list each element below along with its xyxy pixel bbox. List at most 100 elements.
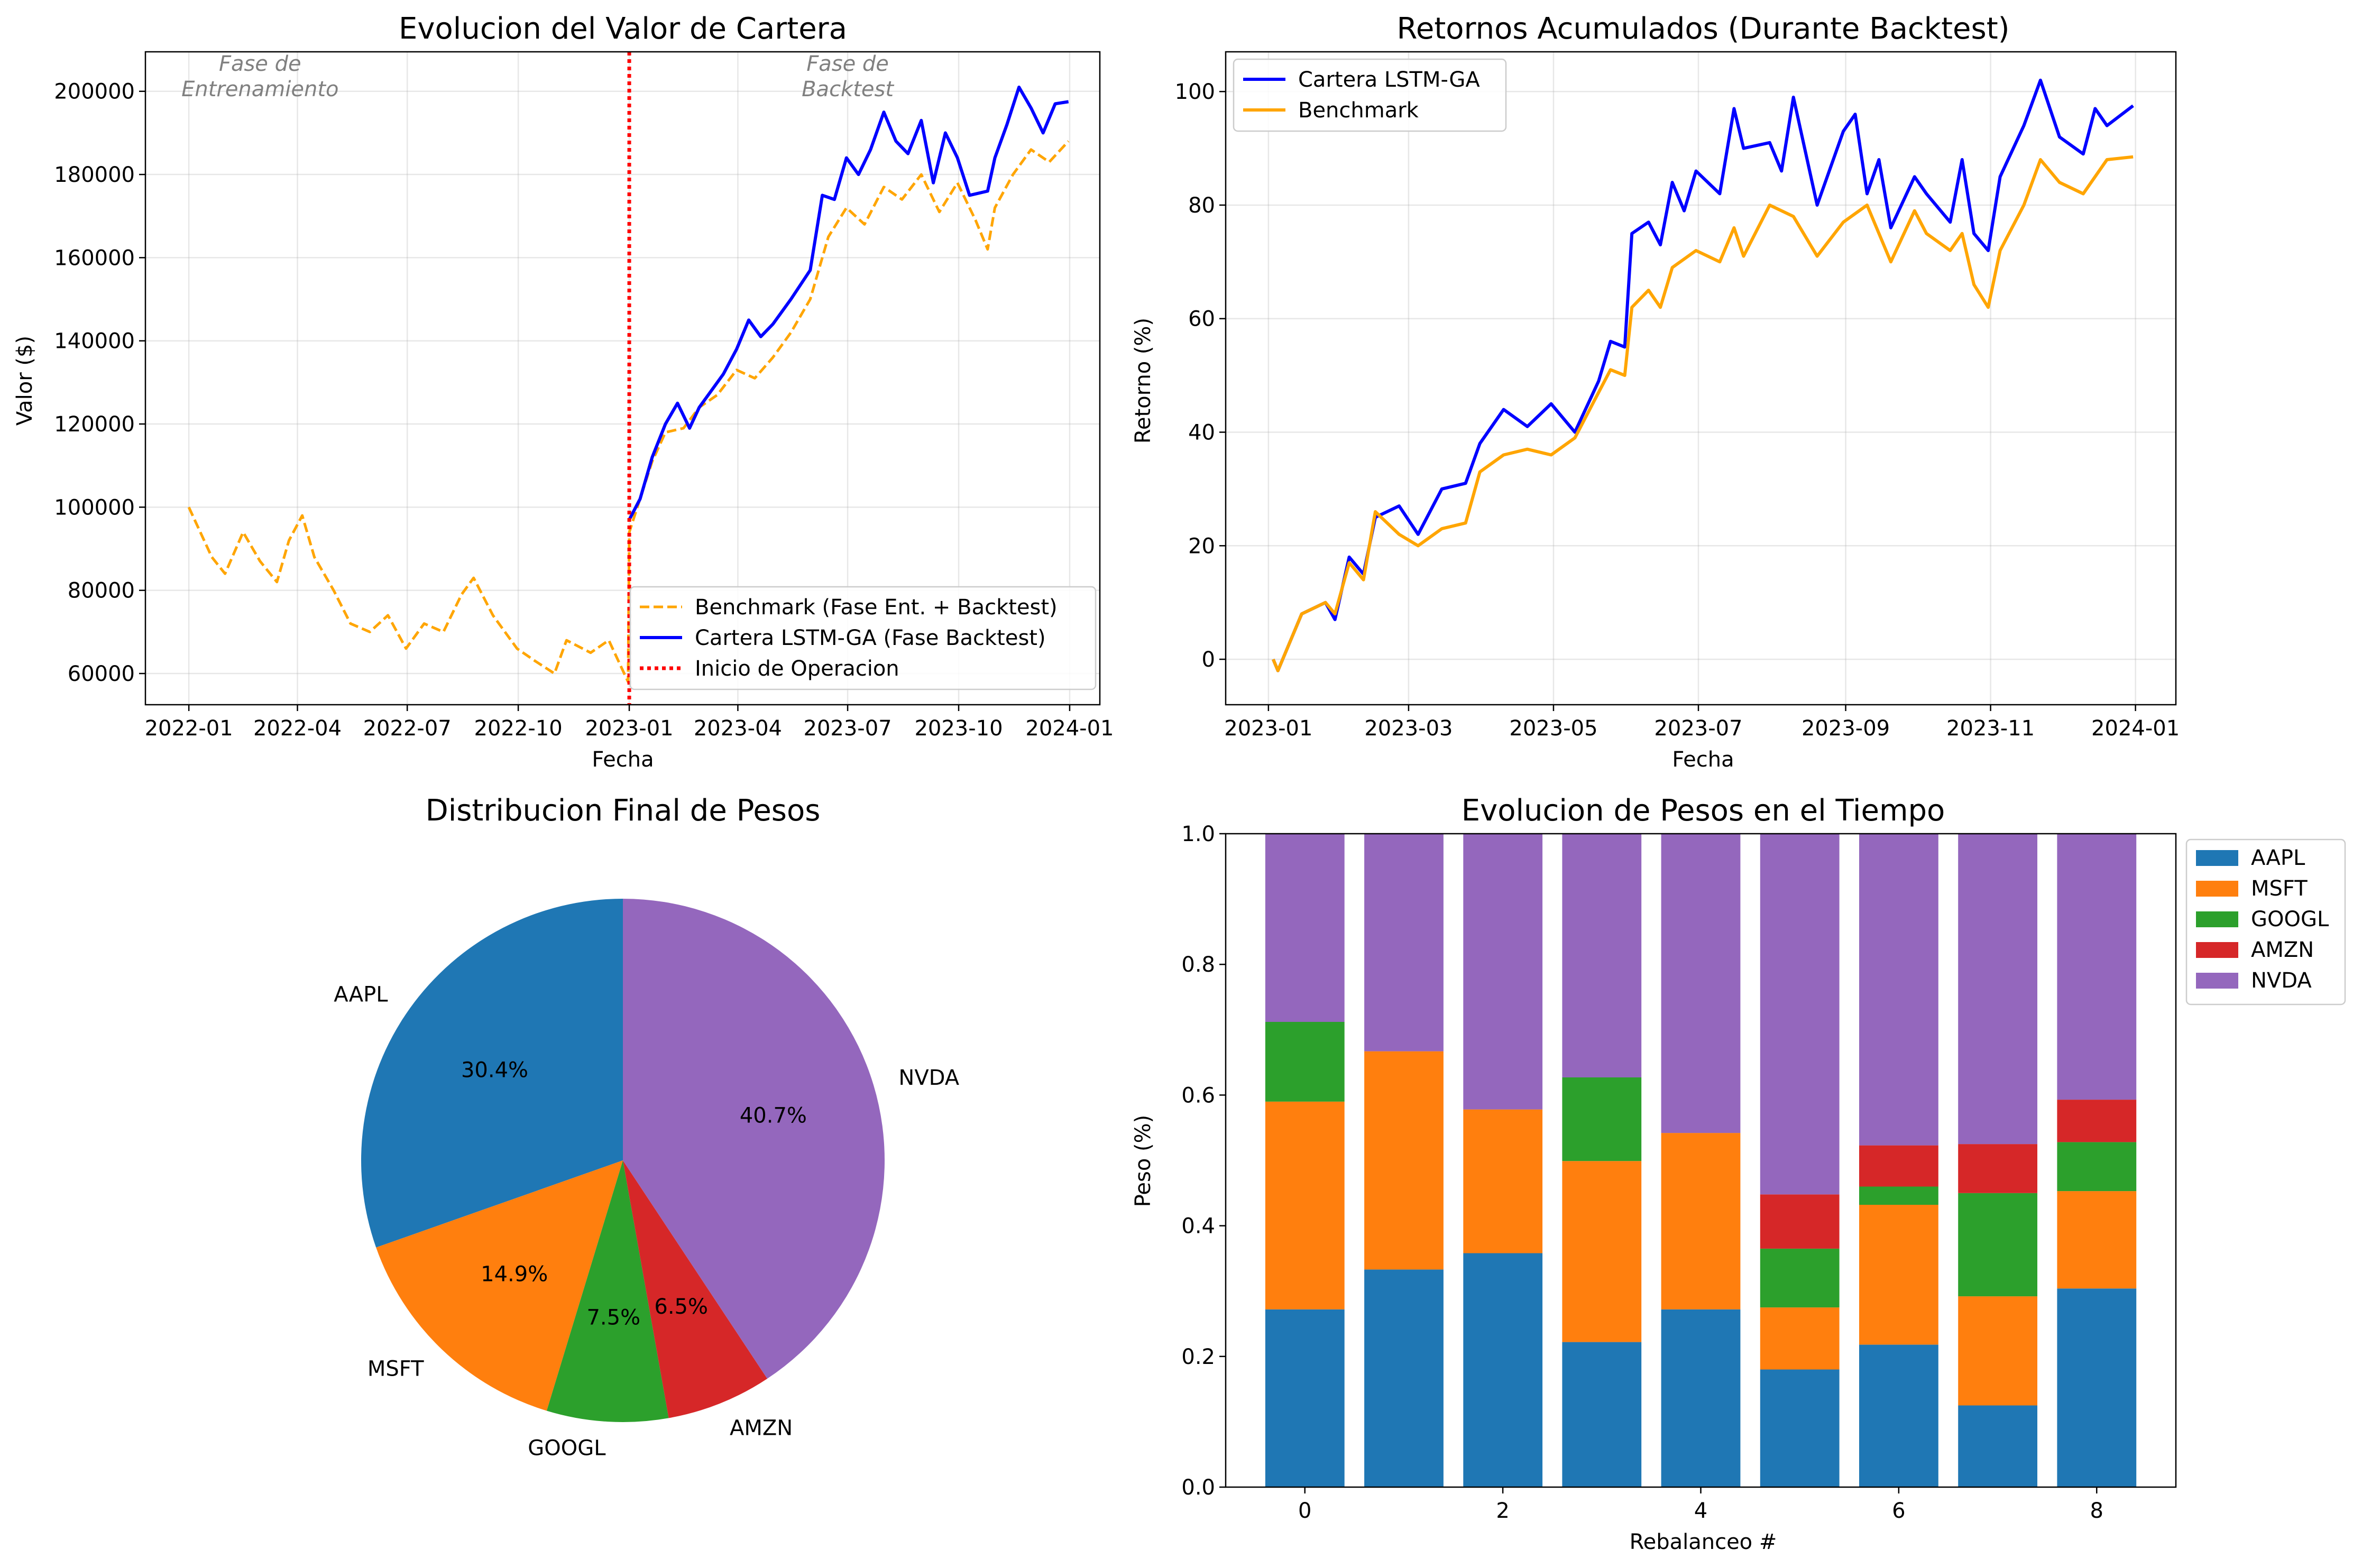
- bar-segment-msft: [1463, 1109, 1543, 1253]
- p1-series-line-cartera-lstm-ga-fase-backtest-: [628, 85, 1069, 521]
- p1-xtick-label: 2023-01: [585, 716, 673, 741]
- bar-segment-aapl: [1364, 1269, 1444, 1487]
- bar-segment-msft: [1364, 1051, 1444, 1270]
- bar-segment-amzn: [1958, 1144, 2037, 1193]
- p4-legend-swatch: [2196, 942, 2238, 958]
- bar-segment-nvda: [1364, 834, 1444, 1052]
- bar-segment-aapl: [1562, 1342, 1642, 1487]
- p4-frame: [1225, 833, 2177, 1488]
- bar-segment-aapl: [2057, 1288, 2137, 1487]
- p4-xtick-label: 0: [1298, 1499, 1311, 1523]
- bar-segment-nvda: [2057, 834, 2137, 1100]
- p1-xtick-label: 2024-01: [1025, 716, 1114, 741]
- p2-series-line-benchmark: [1272, 155, 2134, 672]
- bar-segment-msft: [1661, 1133, 1741, 1309]
- bar-segment-aapl: [1661, 1309, 1741, 1487]
- p2-ytick-label: 0: [1202, 648, 1215, 672]
- p2-title: Retornos Acumulados (Durante Backtest): [1397, 12, 2010, 46]
- bar-segment-nvda: [1958, 834, 2037, 1145]
- pie-pct-msft: 14.9%: [481, 1262, 548, 1287]
- p1-ytick-label: 180000: [54, 163, 135, 187]
- bar-segment-msft: [1265, 1101, 1345, 1309]
- p2-xtick-label: 2023-01: [1224, 716, 1312, 741]
- p4-ytick-label: 0.4: [1181, 1214, 1215, 1239]
- p2-ytick-label: 60: [1188, 307, 1215, 331]
- bar-segment-nvda: [1463, 834, 1543, 1110]
- p4-ytick-label: 0.0: [1181, 1475, 1215, 1500]
- pie-label-aapl: AAPL: [334, 983, 388, 1007]
- p2-legend-box: [1233, 58, 1507, 132]
- p1-title: Evolucion del Valor de Cartera: [399, 12, 847, 46]
- p1-phase-annotation: Entrenamiento: [181, 77, 338, 102]
- bar-segment-nvda: [1265, 834, 1345, 1022]
- pie-pct-amzn: 6.5%: [654, 1295, 708, 1319]
- p4-legend-label: AMZN: [2251, 938, 2314, 962]
- p1-xtick-label: 2022-10: [474, 716, 563, 741]
- p2-xlabel: Fecha: [1672, 748, 1734, 772]
- p4-ytick-label: 0.8: [1181, 953, 1215, 977]
- p4-legend-swatch: [2196, 911, 2238, 927]
- bar-segment-msft: [1859, 1205, 1938, 1345]
- p2-ytick-label: 80: [1188, 193, 1215, 218]
- p1-xtick-label: 2022-04: [253, 716, 342, 741]
- pie-slice-amzn: [623, 1160, 768, 1418]
- bar-segment-googl: [1859, 1186, 1938, 1205]
- p2-xtick-label: 2023-05: [1509, 716, 1597, 741]
- bar-segment-googl: [1958, 1193, 2037, 1297]
- p1-xlabel: Fecha: [592, 748, 654, 772]
- p2-series-line-cartera-lstm-ga: [1272, 78, 2134, 672]
- p4-legend-swatch: [2196, 850, 2238, 866]
- p1-xtick-label: 2022-01: [145, 716, 233, 741]
- p2-ytick-label: 20: [1188, 534, 1215, 558]
- p1-xtick-label: 2023-04: [694, 716, 782, 741]
- p4-xtick-label: 6: [1892, 1499, 1905, 1523]
- bar-segment-googl: [2057, 1142, 2137, 1192]
- bar-segment-msft: [1958, 1296, 2037, 1406]
- p4-xlabel: Rebalanceo #: [1630, 1530, 1777, 1554]
- bar-segment-aapl: [1760, 1369, 1840, 1487]
- bar-segment-msft: [1760, 1307, 1840, 1370]
- p1-ytick-label: 120000: [54, 412, 135, 437]
- pie-slice-aapl: [361, 899, 623, 1248]
- pie-label-msft: MSFT: [367, 1357, 424, 1381]
- p1-xtick-label: 2023-07: [804, 716, 892, 741]
- p1-legend-label: Inicio de Operacion: [695, 657, 899, 681]
- bar-segment-nvda: [1661, 834, 1741, 1133]
- p4-legend-swatch: [2196, 973, 2238, 989]
- p4-title: Evolucion de Pesos en el Tiempo: [1462, 794, 1945, 828]
- bar-segment-aapl: [1463, 1253, 1543, 1487]
- pie-label-amzn: AMZN: [730, 1416, 793, 1441]
- p4-legend-label: MSFT: [2251, 877, 2308, 901]
- p1-ytick-label: 200000: [54, 80, 135, 104]
- p2-xtick-label: 2023-07: [1654, 716, 1742, 741]
- bar-segment-nvda: [1859, 834, 1938, 1146]
- p4-ytick-label: 0.2: [1181, 1345, 1215, 1369]
- panel-portfolio-value: Evolucion del Valor de Cartera Fecha Val…: [13, 12, 1114, 772]
- pie-slice-nvda: [623, 899, 885, 1379]
- bar-segment-aapl: [1859, 1344, 1938, 1487]
- p4-legend-swatch: [2196, 881, 2238, 897]
- p1-phase-annotation: Fase de: [219, 52, 301, 76]
- p1-ytick-label: 160000: [54, 246, 135, 270]
- pie-slice-googl: [546, 1160, 669, 1422]
- bar-segment-nvda: [1562, 834, 1642, 1077]
- p4-legend-label: AAPL: [2251, 846, 2305, 870]
- p1-frame: [144, 51, 1101, 706]
- p1-phase-annotation: Fase de: [806, 52, 889, 76]
- p2-ytick-label: 100: [1175, 80, 1215, 104]
- panel-weights-over-time: Evolucion de Pesos en el Tiempo Rebalanc…: [1131, 794, 2346, 1554]
- bar-segment-msft: [1562, 1161, 1642, 1342]
- p2-legend-label: Cartera LSTM-GA: [1298, 68, 1480, 92]
- p1-xtick-label: 2023-10: [914, 716, 1003, 741]
- p4-legend-label: GOOGL: [2251, 907, 2329, 931]
- pie-label-nvda: NVDA: [898, 1066, 959, 1090]
- pie-label-googl: GOOGL: [528, 1436, 606, 1461]
- p2-xtick-label: 2023-11: [1946, 716, 2035, 741]
- p1-ytick-label: 60000: [68, 662, 135, 686]
- bar-segment-googl: [1265, 1022, 1345, 1102]
- p2-xtick-label: 2023-09: [1802, 716, 1890, 741]
- bar-segment-aapl: [1958, 1405, 2037, 1487]
- p1-ytick-label: 100000: [54, 495, 135, 520]
- p3-title: Distribucion Final de Pesos: [426, 794, 821, 828]
